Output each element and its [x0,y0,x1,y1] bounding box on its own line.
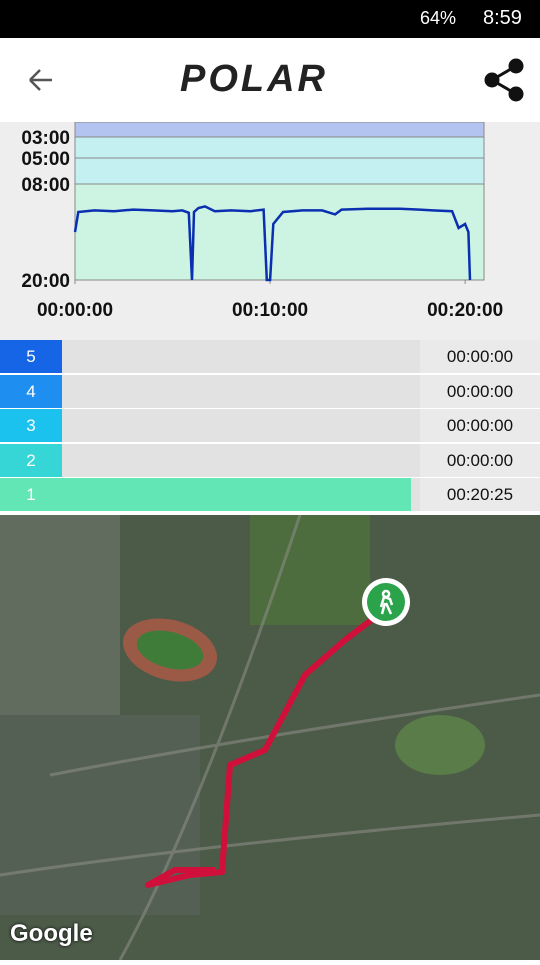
zone-list: 5 00:00:00 4 00:00:00 3 00:00:00 2 00:00:00 1 00:… [0,340,540,515]
y-tick-label: 03:00 [21,128,70,149]
pace-line [73,205,472,282]
zone-row: 4 00:00:00 [0,374,540,408]
zone-time: 00:00:00 [420,409,540,442]
x-tick-label: 00:10:00 [232,300,308,321]
back-button[interactable] [29,69,52,91]
zone-label: 5 [0,340,62,373]
zone-band [75,122,484,137]
zone-row: 3 00:00:00 [0,409,540,442]
x-tick-label: 00:00:00 [37,300,113,321]
logo: POLAR [180,58,328,100]
zone-label: 1 [0,478,62,511]
y-tick-label: 08:00 [21,175,70,196]
map-svg [0,514,540,961]
header: POLAR [0,38,540,122]
status-bar: 64% 8:59 [0,0,540,38]
zone-label: 3 [0,409,62,442]
x-tick-label: 00:20:00 [427,300,503,321]
zone-band [75,137,484,184]
zone-time: 00:00:00 [420,443,540,477]
zone-time: 00:20:25 [420,478,540,511]
zone-bar [62,478,411,511]
zone-row: 5 00:00:00 [0,340,540,373]
start-marker[interactable] [367,583,405,621]
clock: 8:59 [483,7,522,29]
y-tick-label: 20:00 [21,271,70,292]
zone-time: 00:00:00 [420,340,540,373]
pace-chart: 03:00 05:00 08:00 20:00 00:00:00 00:10:00 00:2… [0,121,540,340]
y-tick-label: 05:00 [21,149,70,170]
route [145,612,380,888]
zone-row: 1 00:20:25 [0,478,540,511]
zone-row: 2 00:00:00 [0,443,540,477]
share-button[interactable] [484,58,524,102]
zone-band [75,184,484,280]
zone-label: 4 [0,374,62,408]
map-attribution: Google [10,920,93,947]
map[interactable] [0,514,540,961]
battery: 64% [420,8,457,28]
zone-label: 2 [0,443,62,477]
zone-time: 00:00:00 [420,374,540,408]
header-icons [29,58,524,102]
